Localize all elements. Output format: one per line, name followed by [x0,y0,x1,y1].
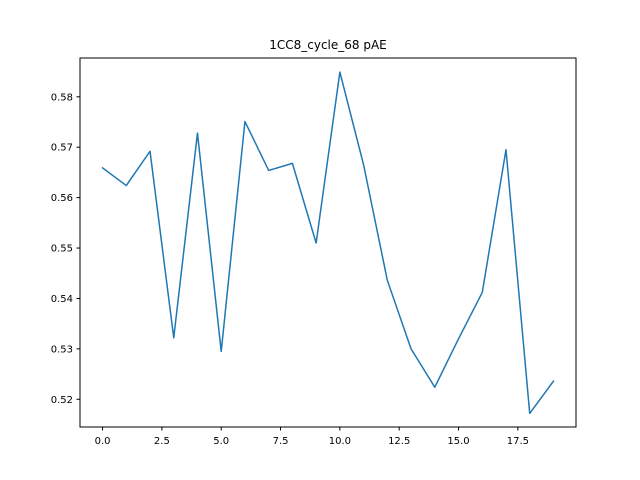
y-tick-label: 0.58 [51,92,73,103]
plot-frame [79,57,577,428]
x-tick-label: 12.5 [388,436,410,447]
y-tick-label: 0.52 [51,395,73,406]
x-tick-label: 0.0 [95,436,111,447]
x-tick-label: 10.0 [329,436,351,447]
x-tick-label: 7.5 [273,436,289,447]
x-tick-label: 15.0 [447,436,469,447]
y-tick-label: 0.54 [51,294,73,305]
y-axis: 0.52 0.53 0.54 0.55 0.56 0.57 0.58 [51,92,80,406]
series-layer [101,71,555,415]
x-axis: 0.0 2.5 5.0 7.5 10.0 12.5 15.0 17.5 [95,427,529,447]
y-tick-label: 0.56 [51,193,73,204]
series-line [101,71,555,415]
y-tick-label: 0.57 [51,143,73,154]
x-tick-label: 17.5 [507,436,529,447]
x-tick-label: 2.5 [154,436,170,447]
chart-title: 1CC8_cycle_68 pAE [269,38,387,52]
x-tick-label: 5.0 [213,436,229,447]
y-tick-label: 0.53 [51,344,73,355]
y-tick-label: 0.55 [51,244,73,255]
